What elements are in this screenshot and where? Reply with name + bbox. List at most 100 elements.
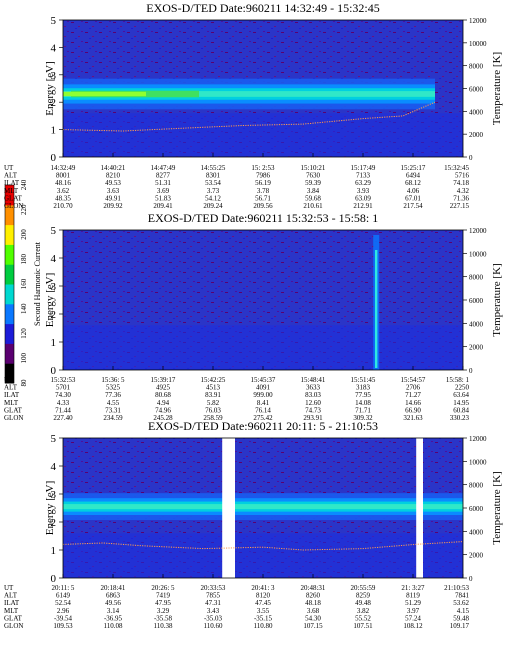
data-gap (222, 438, 235, 578)
table-cell: 7986 (256, 172, 271, 180)
colorbar-tick: 100 (20, 353, 28, 364)
table-cell: 15:17:49 (351, 164, 376, 172)
table-cell: 53.54 (205, 179, 221, 187)
table-row-label: MLT (4, 399, 19, 407)
table-cell: 67.01 (405, 194, 421, 202)
table-cell: 108.12 (403, 622, 423, 630)
table-row-label: GLAT (4, 406, 23, 414)
table-cell: 14:32:49 (51, 164, 76, 172)
temperature-trace (62, 101, 436, 132)
y2-tick-label: 2000 (469, 552, 484, 560)
table-cell: -36.95 (104, 614, 123, 622)
table-row-label: MLT (4, 187, 19, 195)
table-cell: 15:45:37 (251, 376, 276, 384)
table-cell: 54.30 (305, 614, 321, 622)
table-row-label: GLAT (4, 614, 23, 622)
table-cell: 8259 (356, 592, 371, 600)
table-cell: 4925 (156, 384, 171, 392)
table-cell: 59.39 (305, 179, 321, 187)
table-cell: 109.53 (53, 622, 73, 630)
table-cell: 59.68 (305, 194, 321, 202)
colorbar-tick: 80 (20, 379, 28, 387)
y2-tick-label: 10000 (469, 458, 487, 466)
table-cell: -35.03 (204, 614, 223, 622)
table-cell: 76.14 (255, 406, 271, 414)
table-cell: 76.03 (205, 406, 221, 414)
table-cell: 15:54:57 (401, 376, 426, 384)
y-tick-label: 1 (51, 125, 57, 137)
table-row-label: MLT (4, 607, 19, 615)
table-cell: 227.40 (53, 414, 73, 422)
table-cell: 3.14 (107, 607, 120, 615)
table-cell: 6863 (106, 592, 121, 600)
table-cell: 109.17 (450, 622, 470, 630)
table-cell: 14.95 (453, 399, 469, 407)
table-cell: 217.54 (403, 202, 423, 210)
y-axis-label: Energy [eV] (44, 481, 56, 535)
y2-tick-label: 12000 (469, 17, 487, 25)
table-cell: 4513 (206, 384, 221, 392)
table-cell: 309.32 (353, 414, 373, 422)
table-cell: 51.31 (155, 179, 171, 187)
table-cell: 15:51:45 (351, 376, 376, 384)
y-tick-label: 4 (51, 253, 57, 265)
table-cell: 48.35 (55, 194, 71, 202)
table-cell: 14:40:21 (101, 164, 126, 172)
table-cell: 80.68 (155, 391, 171, 399)
table-cell: 4.94 (157, 399, 170, 407)
table-cell: 2.96 (57, 607, 70, 615)
panel-3: EXOS-D/TED Date:960211 20:11: 5 - 21:10:… (4, 419, 503, 630)
table-cell: 21:10:53 (444, 584, 469, 592)
heatmap-low-energy (63, 325, 463, 370)
table-cell: 6149 (56, 592, 71, 600)
table-cell: 83.03 (305, 391, 321, 399)
table-cell: 77.95 (355, 391, 371, 399)
table-cell: 57.24 (405, 614, 421, 622)
y-tick-label: 3 (51, 489, 57, 501)
table-cell: 74.73 (305, 406, 321, 414)
table-cell: 321.63 (403, 414, 423, 422)
colorbar-swatch (5, 244, 14, 265)
table-cell: 107.51 (353, 622, 373, 630)
table-cell: 14:47:49 (151, 164, 176, 172)
y2-tick-label: 0 (469, 575, 473, 583)
table-cell: 227.15 (450, 202, 470, 210)
table-cell: 77.36 (105, 391, 121, 399)
table-cell: 71.36 (453, 194, 469, 202)
table-cell: 59.48 (453, 614, 469, 622)
heatmap-low-energy (63, 113, 463, 157)
heatmap-low-energy (63, 533, 463, 578)
table-cell: 7630 (306, 172, 321, 180)
y2-tick-label: 8000 (469, 274, 484, 282)
table-cell: 15:39:17 (151, 376, 176, 384)
y-tick-label: 2 (51, 517, 57, 529)
table-cell: 56.19 (255, 179, 271, 187)
table-row-label: UT (4, 376, 14, 384)
table-cell: 47.31 (205, 599, 221, 607)
table-cell: 6494 (406, 172, 421, 180)
y2-tick-label: 0 (469, 154, 473, 162)
table-row-label: GLAT (4, 194, 23, 202)
table-cell: 7855 (206, 592, 221, 600)
table-cell: 49.56 (105, 599, 121, 607)
table-cell: 48.18 (305, 599, 321, 607)
y-axis-label: Energy [eV] (44, 61, 56, 115)
y-tick-label: 1 (51, 337, 57, 349)
table-cell: 4.06 (407, 187, 420, 195)
table-cell: 8120 (256, 592, 271, 600)
y2-tick-label: 6000 (469, 297, 484, 305)
table-cell: 68.12 (405, 179, 421, 187)
table-row-label: UT (4, 164, 14, 172)
table-cell: 74.18 (453, 179, 469, 187)
table-cell: 4.15 (457, 607, 470, 615)
table-cell: 48.16 (55, 179, 71, 187)
colorbar: 80 100 120 140 160 180 200 220 240 Second Harmoni… (4, 179, 42, 387)
y2-axis-label: Temperature [K] (491, 263, 503, 336)
y-tick-label: 0 (51, 573, 57, 585)
table-cell: 63.64 (453, 391, 469, 399)
y2-tick-label: 8000 (469, 63, 484, 71)
table-cell: 20:26: 5 (151, 584, 175, 592)
y-tick-label: 4 (51, 42, 57, 54)
y-tick-label: 4 (51, 461, 57, 473)
